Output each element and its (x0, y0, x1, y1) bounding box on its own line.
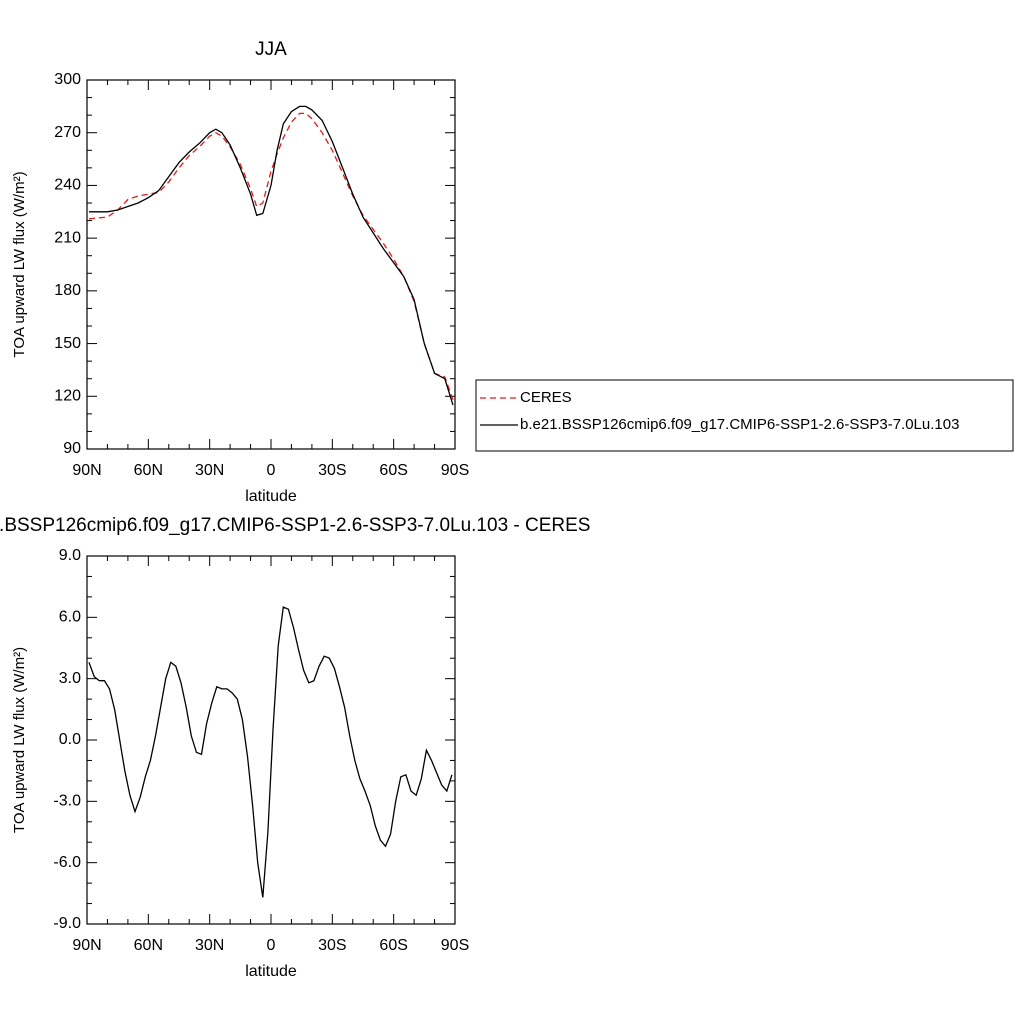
y-tick-label: 150 (54, 335, 81, 352)
x-tick-label: 0 (267, 462, 276, 479)
x-tick-label: 30N (195, 462, 224, 479)
y-tick-label: 210 (54, 229, 81, 246)
x-tick-label: 0 (267, 937, 276, 954)
y-axis-label: TOA upward LW flux (W/m²) (11, 171, 28, 357)
plot-frame (86, 555, 456, 925)
x-tick-label: 90N (72, 462, 101, 479)
y-tick-label: 3.0 (59, 670, 81, 687)
y-tick-label: 120 (54, 388, 81, 405)
y-tick-label: 6.0 (59, 609, 81, 626)
chart-title: b.e21.BSSP126cmip6.f09_g17.CMIP6-SSP1-2.… (0, 515, 590, 536)
x-tick-label: 30S (318, 462, 346, 479)
y-tick-label: -6.0 (53, 854, 81, 871)
x-tick-label: 60N (134, 462, 163, 479)
legend-box (475, 379, 1014, 452)
series-line (88, 606, 453, 898)
x-axis-label: latitude (245, 963, 297, 980)
x-tick-label: 60S (379, 937, 407, 954)
y-tick-label: -9.0 (53, 915, 81, 932)
x-tick-label: 60N (134, 937, 163, 954)
y-tick-label: 180 (54, 282, 81, 299)
y-tick-label: 240 (54, 177, 81, 194)
x-tick-label: 30S (318, 937, 346, 954)
x-tick-label: 90N (72, 937, 101, 954)
y-tick-label: 0.0 (59, 731, 81, 748)
x-tick-label: 30N (195, 937, 224, 954)
y-tick-label: 90 (63, 440, 81, 457)
series-line (88, 112, 454, 401)
x-tick-label: 90S (441, 462, 469, 479)
y-tick-label: 300 (54, 71, 81, 88)
y-tick-label: -3.0 (53, 793, 81, 810)
legend-label: CERES (520, 389, 572, 406)
x-axis-label: latitude (245, 488, 297, 505)
y-tick-label: 270 (54, 124, 81, 141)
chart-title: JJA (255, 39, 287, 60)
y-axis-label: TOA upward LW flux (W/m²) (11, 647, 28, 833)
series-line (89, 105, 454, 406)
x-tick-label: 60S (379, 462, 407, 479)
x-tick-label: 90S (441, 937, 469, 954)
legend-label: b.e21.BSSP126cmip6.f09_g17.CMIP6-SSP1-2.… (520, 416, 959, 433)
plot-frame (86, 79, 456, 450)
y-tick-label: 9.0 (59, 547, 81, 564)
